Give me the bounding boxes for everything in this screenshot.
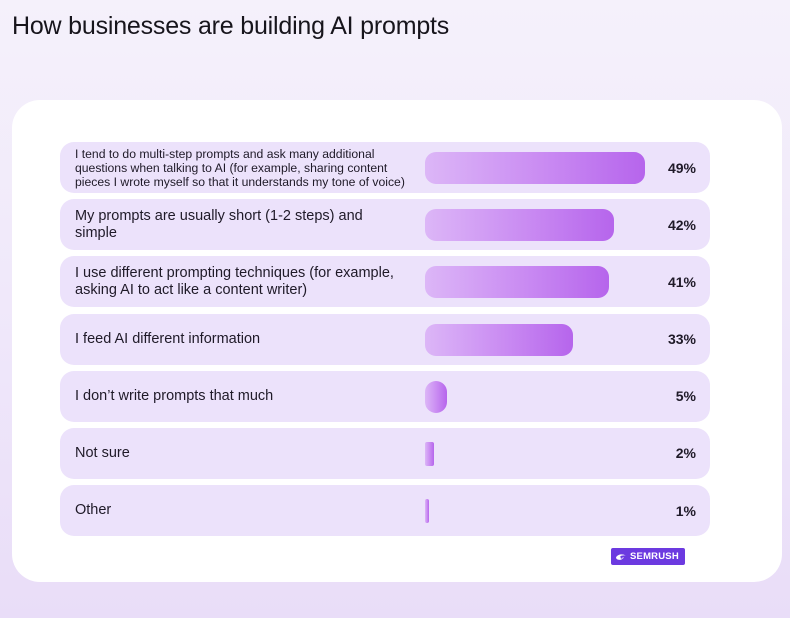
chart-card: I tend to do multi-step prompts and ask …	[12, 100, 782, 582]
bar	[425, 441, 434, 466]
semrush-brand-badge: SEMRUSH	[611, 548, 685, 565]
category-label: Not sure	[75, 444, 130, 461]
category-label: Other	[75, 502, 112, 519]
bar-track	[425, 152, 645, 184]
bar	[425, 266, 609, 299]
value-label: 1%	[675, 502, 696, 519]
bar-track	[425, 380, 645, 413]
bar-row: Other 1%	[60, 485, 710, 537]
bar-row: I don’t write prompts that much 5%	[60, 370, 710, 422]
bar	[425, 209, 614, 242]
bar-track	[425, 438, 645, 470]
bar-track	[425, 266, 645, 299]
value-label: 5%	[675, 388, 696, 405]
bar-track	[425, 209, 645, 242]
value-label: 49%	[667, 159, 696, 176]
brand-name: SEMRUSH	[630, 551, 679, 562]
category-label: My prompts are usually short (1-2 steps)…	[75, 207, 363, 241]
bar-row: Not sure 2%	[60, 427, 710, 479]
bar	[425, 323, 573, 356]
page-title: How businesses are building AI prompts	[12, 12, 450, 40]
category-label: I feed AI different information	[75, 330, 261, 347]
bar-track	[425, 323, 645, 356]
bar-row: I feed AI different information 33%	[60, 313, 710, 365]
category-label: I don’t write prompts that much	[75, 387, 274, 404]
bar-chart: I tend to do multi-step prompts and ask …	[60, 142, 710, 542]
value-label: 2%	[675, 445, 696, 462]
category-label: I use different prompting techniques (fo…	[75, 264, 394, 298]
bar-row: My prompts are usually short (1-2 steps)…	[60, 199, 710, 251]
bar	[425, 152, 645, 184]
semrush-logo-icon	[616, 553, 626, 560]
bar-row: I tend to do multi-step prompts and ask …	[60, 142, 710, 193]
bar	[425, 380, 447, 413]
value-label: 41%	[667, 273, 696, 290]
bar	[425, 499, 429, 524]
bar-track	[425, 495, 645, 527]
value-label: 33%	[667, 331, 696, 348]
category-label: I tend to do multi-step prompts and ask …	[75, 146, 405, 189]
value-label: 42%	[667, 216, 696, 233]
bar-row: I use different prompting techniques (fo…	[60, 256, 710, 308]
